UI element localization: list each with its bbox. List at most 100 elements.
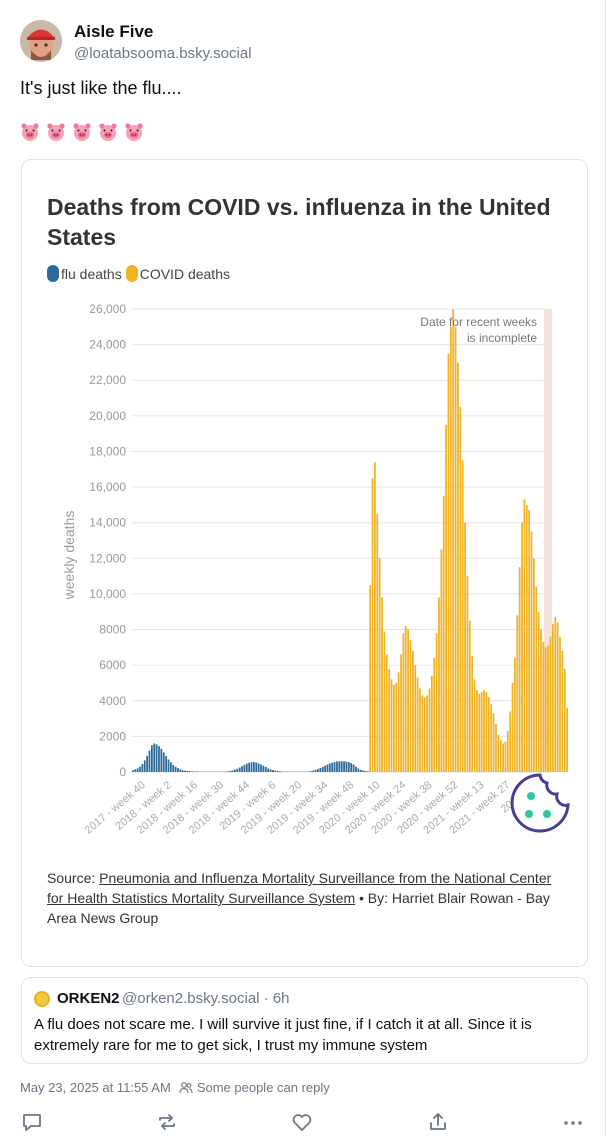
bar: [345, 761, 348, 772]
more-icon[interactable]: [561, 1110, 585, 1134]
bar: [435, 633, 438, 772]
bar: [324, 765, 326, 772]
bar: [426, 695, 429, 772]
bar: [193, 771, 196, 772]
bar: [169, 762, 172, 772]
author-display-name[interactable]: Aisle Five: [74, 22, 154, 41]
bar: [262, 765, 265, 772]
bar: [480, 691, 483, 772]
bar: [528, 510, 531, 772]
bar: [552, 624, 554, 772]
bar: [476, 690, 478, 772]
bar: [191, 771, 194, 772]
bar: [514, 658, 516, 772]
bar: [449, 326, 452, 772]
bar: [312, 770, 315, 772]
bar: [421, 695, 424, 772]
bar: [407, 629, 410, 772]
bar: [160, 748, 163, 772]
bar: [430, 675, 433, 772]
bar: [478, 693, 481, 772]
bar: [350, 763, 353, 772]
bar: [355, 766, 357, 772]
bar: [518, 567, 521, 772]
bar: [167, 759, 170, 772]
bar: [272, 770, 274, 772]
like-icon[interactable]: [290, 1110, 314, 1134]
reply-icon[interactable]: [20, 1110, 44, 1134]
bar: [454, 326, 457, 772]
bar: [511, 682, 514, 772]
post-timestamp[interactable]: May 23, 2025 at 11:55 AM: [20, 1080, 171, 1095]
bar: [172, 764, 175, 772]
bar: [504, 741, 507, 772]
cookie-icon[interactable]: [509, 772, 571, 834]
share-icon[interactable]: [426, 1110, 450, 1134]
bar: [307, 771, 310, 772]
chart-annotation-line1: Date for recent weeks: [420, 315, 537, 329]
y-tick-label: 8000: [99, 623, 126, 637]
people-icon: [179, 1081, 193, 1093]
bar: [397, 672, 400, 772]
pig-face-icon: [99, 123, 117, 141]
bar: [447, 353, 450, 772]
y-tick-label: 20,000: [89, 409, 126, 423]
source-prefix: Source:: [47, 870, 100, 886]
bar: [499, 739, 502, 772]
bar: [139, 766, 141, 772]
y-tick-label: 16,000: [89, 480, 126, 494]
bar: [229, 770, 232, 772]
bar: [253, 762, 255, 772]
legend-label-flu: flu deaths: [61, 265, 122, 282]
bar: [521, 522, 523, 772]
post-meta: May 23, 2025 at 11:55 AM Some people can…: [20, 1080, 330, 1095]
bar: [554, 617, 557, 772]
bar: [388, 668, 391, 772]
bar: [502, 743, 504, 772]
bar: [155, 744, 158, 772]
bar: [445, 424, 447, 772]
bar: [473, 679, 476, 772]
bar: [333, 762, 336, 772]
image-embed[interactable]: Deaths from COVID vs. influenza in the U…: [21, 159, 588, 967]
bar: [231, 770, 234, 772]
repost-icon[interactable]: [155, 1110, 179, 1134]
bar: [317, 768, 319, 772]
legend-item-flu: flu deaths: [47, 265, 122, 282]
quote-post[interactable]: ORKEN2 @orken2.bsky.social · 6h A flu do…: [21, 977, 588, 1064]
avatar[interactable]: [20, 20, 62, 62]
action-bar: [0, 1106, 607, 1136]
bar: [376, 513, 379, 772]
quote-display-name[interactable]: ORKEN2: [57, 990, 120, 1007]
quote-handle-time[interactable]: @orken2.bsky.social · 6h: [122, 990, 290, 1007]
bar: [400, 654, 402, 772]
bar: [236, 768, 239, 772]
quote-avatar[interactable]: [34, 991, 50, 1007]
pig-face-icon: [73, 123, 91, 141]
bar: [542, 642, 545, 772]
bar: [468, 620, 471, 772]
y-tick-label: 26,000: [89, 302, 126, 316]
bar: [357, 768, 360, 772]
y-tick-label: 12,000: [89, 551, 126, 565]
bar: [245, 763, 248, 772]
bar: [402, 633, 405, 772]
source-link[interactable]: Pneumonia and Influenza Mortality Survei…: [47, 870, 552, 906]
bar: [260, 764, 262, 772]
author-handle[interactable]: @loatabsooma.bsky.social: [74, 45, 252, 62]
bar: [255, 762, 258, 772]
bar: [165, 755, 167, 772]
source-suffix: • By: Harriet Blair Rowan - Bay Area New…: [47, 890, 550, 926]
bar: [516, 615, 519, 772]
bar: [281, 771, 284, 772]
bar: [141, 763, 144, 772]
bar: [533, 558, 535, 772]
bar: [343, 761, 345, 772]
bar: [549, 636, 552, 772]
reply-setting[interactable]: Some people can reply: [196, 1080, 330, 1095]
bar: [544, 647, 547, 772]
bar: [248, 762, 251, 772]
bar: [276, 770, 279, 772]
bar: [340, 761, 343, 772]
